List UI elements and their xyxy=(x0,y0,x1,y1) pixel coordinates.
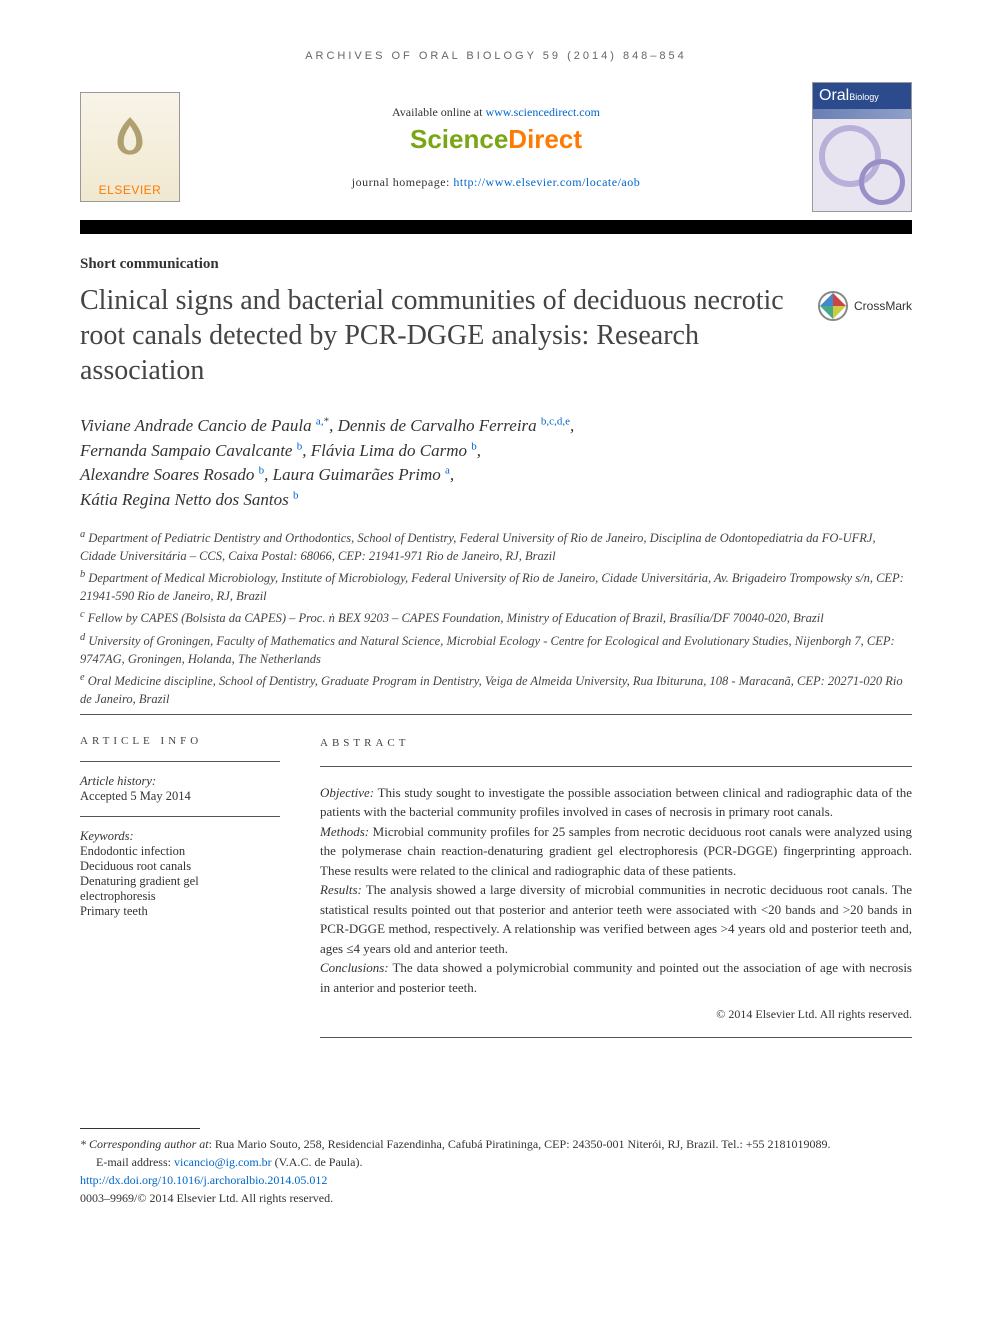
abstract-column: ABSTRACT Objective: This study sought to… xyxy=(320,735,912,1038)
keyword: Primary teeth xyxy=(80,904,280,919)
divider xyxy=(320,766,912,767)
homepage-prefix: journal homepage: xyxy=(352,175,454,189)
sd-direct: Direct xyxy=(508,124,582,154)
author: Dennis de Carvalho Ferreira b,c,d,e, xyxy=(338,416,575,435)
affiliation: b Department of Medical Microbiology, In… xyxy=(80,567,912,605)
running-head: ARCHIVES OF ORAL BIOLOGY 59 (2014) 848–8… xyxy=(80,50,912,62)
history-value: Accepted 5 May 2014 xyxy=(80,789,280,804)
journal-cover[interactable]: OralBiology xyxy=(812,82,912,212)
keywords-list: Endodontic infectionDeciduous root canal… xyxy=(80,844,280,919)
cover-title: OralBiology xyxy=(813,83,911,109)
sciencedirect-url[interactable]: www.sciencedirect.com xyxy=(485,105,600,119)
abstract-objective: Objective: This study sought to investig… xyxy=(320,783,912,822)
author: Laura Guimarães Primo a, xyxy=(273,465,455,484)
keyword: Deciduous root canals xyxy=(80,859,280,874)
abstract-results: Results: The analysis showed a large div… xyxy=(320,880,912,958)
sd-science: Science xyxy=(410,124,508,154)
author-email[interactable]: vicancio@ig.com.br xyxy=(174,1155,272,1169)
cover-art xyxy=(813,119,911,211)
available-text: Available online at xyxy=(392,105,485,119)
elsevier-logo[interactable]: ELSEVIER xyxy=(80,92,180,202)
abstract-methods: Methods: Microbial community profiles fo… xyxy=(320,822,912,881)
divider xyxy=(80,714,912,715)
abstract-conclusions: Conclusions: The data showed a polymicro… xyxy=(320,958,912,997)
article-info-head: ARTICLE INFO xyxy=(80,735,280,747)
elsevier-label: ELSEVIER xyxy=(99,183,162,197)
author: Flávia Lima do Carmo b, xyxy=(311,441,481,460)
keyword: Denaturing gradient gel xyxy=(80,874,280,889)
divider xyxy=(80,816,280,817)
email-line: E-mail address: vicancio@ig.com.br (V.A.… xyxy=(80,1153,912,1171)
issn-copyright: 0003–9969/© 2014 Elsevier Ltd. All right… xyxy=(80,1189,912,1207)
affiliation: e Oral Medicine discipline, School of De… xyxy=(80,670,912,708)
abstract-head: ABSTRACT xyxy=(320,735,912,752)
doi-link[interactable]: http://dx.doi.org/10.1016/j.archoralbio.… xyxy=(80,1173,327,1187)
elsevier-tree-icon xyxy=(81,93,179,183)
crossmark-label: CrossMark xyxy=(854,299,912,313)
divider xyxy=(80,761,280,762)
divider xyxy=(320,1037,912,1038)
crossmark-button[interactable]: CrossMark xyxy=(818,291,912,321)
affiliation: d University of Groningen, Faculty of Ma… xyxy=(80,630,912,668)
author: Kátia Regina Netto dos Santos b xyxy=(80,490,298,509)
homepage-link[interactable]: http://www.elsevier.com/locate/aob xyxy=(453,175,640,189)
article-title: Clinical signs and bacterial communities… xyxy=(80,283,798,388)
cover-strip xyxy=(813,109,911,119)
author: Fernanda Sampaio Cavalcante b, xyxy=(80,441,311,460)
affiliation: c Fellow by CAPES (Bolsista da CAPES) – … xyxy=(80,607,912,627)
sciencedirect-logo[interactable]: ScienceDirect xyxy=(200,124,792,155)
article-type: Short communication xyxy=(80,256,912,273)
author: Viviane Andrade Cancio de Paula a,*, xyxy=(80,416,338,435)
article-info-column: ARTICLE INFO Article history: Accepted 5… xyxy=(80,735,280,1038)
divider-bar xyxy=(80,220,912,234)
affiliation: a Department of Pediatric Dentistry and … xyxy=(80,527,912,565)
journal-homepage: journal homepage: http://www.elsevier.co… xyxy=(200,175,792,190)
history-label: Article history: xyxy=(80,774,280,789)
keywords-label: Keywords: xyxy=(80,829,280,844)
crossmark-icon xyxy=(818,291,848,321)
masthead: ELSEVIER Available online at www.science… xyxy=(80,82,912,212)
corresponding-author: * Corresponding author at: Rua Mario Sou… xyxy=(80,1135,912,1153)
author-list: Viviane Andrade Cancio de Paula a,*, Den… xyxy=(80,414,912,513)
author: Alexandre Soares Rosado b, xyxy=(80,465,273,484)
affiliations: a Department of Pediatric Dentistry and … xyxy=(80,527,912,709)
keyword: electrophoresis xyxy=(80,889,280,904)
divider xyxy=(80,1128,200,1129)
keyword: Endodontic infection xyxy=(80,844,280,859)
abstract-copyright: © 2014 Elsevier Ltd. All rights reserved… xyxy=(320,1005,912,1023)
available-online: Available online at www.sciencedirect.co… xyxy=(200,105,792,120)
footnotes: * Corresponding author at: Rua Mario Sou… xyxy=(80,1128,912,1207)
